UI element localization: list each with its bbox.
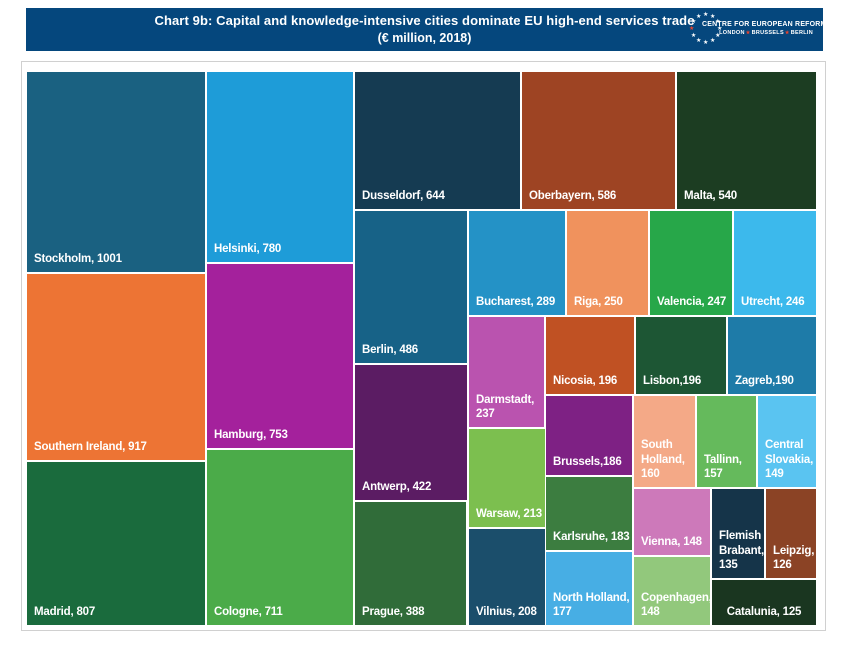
cell-berlin[interactable]: Berlin, 486 [355,211,467,363]
cell-vienna[interactable]: Vienna, 148 [634,489,710,555]
cell-label: Antwerp, 422 [362,481,432,494]
cell-label: South Holland, 160 [641,438,685,481]
logo-star-icon: ★ [696,13,702,20]
logo-city: LONDON [719,29,745,36]
chart-title: Chart 9b: Capital and knowledge-intensiv… [154,13,695,29]
cell-label: Catalunia, 125 [726,606,802,619]
cell-nicosia[interactable]: Nicosia, 196 [546,317,634,394]
cer-logo-name: CENTRE FOR EUROPEAN REFORM [702,21,827,28]
cell-north-holland[interactable]: North Holland, 177 [546,552,632,625]
cell-label: Utrecht, 246 [741,296,805,309]
cell-zagreb[interactable]: Zagreb,190 [728,317,816,394]
cell-label: Southern Ireland, 917 [34,441,147,454]
logo-star-icon: ★ [690,19,697,25]
cell-karlsruhe[interactable]: Karlsruhe, 183 [546,477,632,550]
logo-separator-star-icon: ★ [784,29,790,36]
cell-label: Lisbon,196 [643,375,702,388]
cell-label: North Holland, 177 [553,591,630,619]
cell-oberbayern[interactable]: Oberbayern, 586 [522,72,675,209]
logo-separator-star-icon: ★ [745,29,751,36]
cell-label: Dusseldorf, 644 [362,190,445,203]
cell-label: Copenhagen, 148 [641,591,712,619]
cell-riga[interactable]: Riga, 250 [567,211,648,315]
cell-label: Helsinki, 780 [214,243,282,256]
logo-city: BRUSSELS [751,29,784,36]
cell-hamburg[interactable]: Hamburg, 753 [207,264,353,448]
cell-warsaw[interactable]: Warsaw, 213 [469,429,545,527]
cell-leipzig[interactable]: Leipzig, 126 [766,489,816,578]
cell-bucharest[interactable]: Bucharest, 289 [469,211,565,315]
treemap: Stockholm, 1001 Helsinki, 780 Dusseldorf, … [27,72,817,625]
cell-label: Prague, 388 [362,606,425,619]
logo-star-icon: ★ [710,38,716,45]
cell-utrecht[interactable]: Utrecht, 246 [734,211,816,315]
cell-cologne[interactable]: Cologne, 711 [207,450,353,625]
logo-star-icon: ★ [696,38,702,45]
cell-helsinki[interactable]: Helsinki, 780 [207,72,353,262]
logo-star-icon: ★ [710,13,716,20]
chart-titles: Chart 9b: Capital and knowledge-intensiv… [26,8,823,51]
cell-label: Brussels,186 [553,456,622,469]
eu-stars-icon: ★ ★ ★ ★ ★ ★ ★ ★ ★ ★ ★ ★ [689,12,723,46]
cell-label: Oberbayern, 586 [529,190,617,203]
cell-label: Berlin, 486 [362,344,418,357]
cell-valencia[interactable]: Valencia, 247 [650,211,732,315]
cer-logo-cities: LONDON★BRUSSELS★BERLIN [702,30,814,36]
cer-logo-text: CENTRE FOR EUROPEAN REFORM LONDON★BRUSSE… [702,21,827,36]
cell-label: Vilnius, 208 [476,606,537,619]
cell-label: Malta, 540 [684,190,737,203]
logo-star-icon: ★ [715,33,721,39]
logo-star-icon: ★ [690,33,697,39]
cell-label: Stockholm, 1001 [34,253,122,266]
cell-label: Darmstadt, 237 [476,393,535,421]
chart-subtitle: (€ million, 2018) [377,30,472,45]
cer-logo: ★ ★ ★ ★ ★ ★ ★ ★ ★ ★ ★ ★ CENTRE FOR EUROPEAN REFORM … [689,10,827,49]
cell-madrid[interactable]: Madrid, 807 [27,462,205,625]
cell-label: Bucharest, 289 [476,296,556,309]
cell-label: Madrid, 807 [34,606,96,619]
cell-label: Vienna, 148 [641,536,702,549]
cell-vilnius[interactable]: Vilnius, 208 [469,529,545,625]
cell-label: Zagreb,190 [735,375,794,388]
cell-label: Leipzig, 126 [773,544,815,572]
chart-title-bar: Chart 9b: Capital and knowledge-intensiv… [26,8,827,51]
cell-catalunia[interactable]: Catalunia, 125 [712,580,816,625]
logo-star-icon: ★ [715,19,721,25]
cell-central-slovakia[interactable]: Central Slovakia, 149 [758,396,816,487]
cell-flemish-brabant[interactable]: Flemish Brabant, 135 [712,489,764,578]
cell-copenhagen[interactable]: Copenhagen, 148 [634,557,712,625]
cell-southern-ireland[interactable]: Southern Ireland, 917 [27,274,205,460]
logo-red-star-icon: ★ [689,26,695,32]
cell-label: Riga, 250 [574,296,623,309]
cell-stockholm[interactable]: Stockholm, 1001 [27,72,205,272]
logo-city: BERLIN [790,29,813,36]
cell-lisbon[interactable]: Lisbon,196 [636,317,726,394]
cell-label: Central Slovakia, 149 [765,438,814,481]
cell-brussels[interactable]: Brussels,186 [546,396,632,475]
cell-malta[interactable]: Malta, 540 [677,72,816,209]
cell-darmstadt[interactable]: Darmstadt, 237 [469,317,544,427]
cell-prague[interactable]: Prague, 388 [355,502,466,625]
cell-label: Valencia, 247 [657,296,727,309]
logo-star-icon: ★ [703,40,709,46]
cell-label: Karlsruhe, 183 [553,531,630,544]
logo-star-icon: ★ [703,12,709,18]
cell-label: Tallinn, 157 [704,453,742,481]
cell-tallinn[interactable]: Tallinn, 157 [697,396,756,487]
cell-south-holland[interactable]: South Holland, 160 [634,396,695,487]
logo-star-icon: ★ [717,26,723,32]
cell-label: Warsaw, 213 [476,508,542,521]
cell-label: Cologne, 711 [214,606,283,619]
chart-frame: Stockholm, 1001 Helsinki, 780 Dusseldorf, … [21,61,826,631]
cell-label: Hamburg, 753 [214,429,288,442]
cell-dusseldorf[interactable]: Dusseldorf, 644 [355,72,520,209]
cell-label: Nicosia, 196 [553,375,618,388]
cell-antwerp[interactable]: Antwerp, 422 [355,365,467,500]
cell-label: Flemish Brabant, 135 [719,529,765,572]
